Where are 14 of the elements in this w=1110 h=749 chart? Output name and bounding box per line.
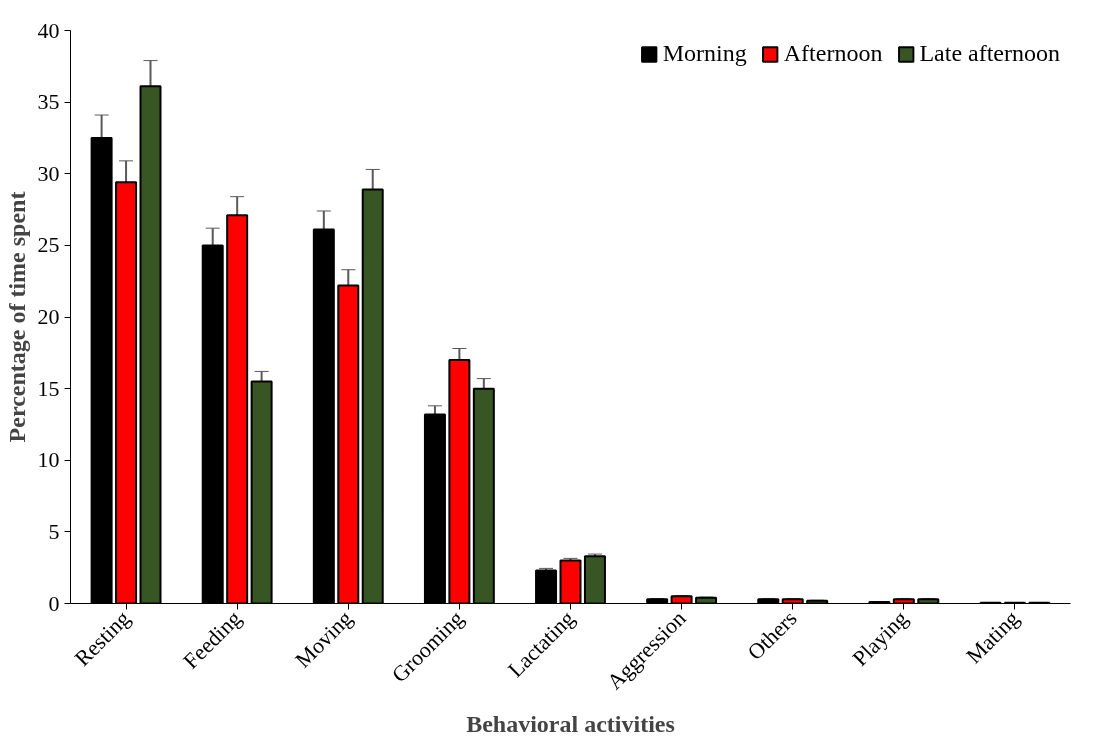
legend-label: Morning [662, 40, 747, 67]
x-axis-title: Behavioral activities [466, 711, 675, 738]
y-tick-label: 40 [37, 17, 60, 43]
y-tick-label: 20 [37, 304, 60, 329]
y-tick-label: 35 [37, 89, 60, 115]
y-tick-label: 10 [37, 447, 60, 473]
legend-label: Late afternoon [919, 40, 1060, 67]
y-axis-title: Percentage of time spent [3, 191, 30, 443]
y-tick-label: 0 [48, 590, 60, 616]
y-tick-label: 5 [48, 518, 60, 544]
legend-label: Afternoon [783, 40, 883, 67]
y-tick-label: 15 [37, 375, 60, 401]
y-tick-label: 30 [37, 160, 60, 186]
y-tick-label: 25 [37, 232, 60, 258]
